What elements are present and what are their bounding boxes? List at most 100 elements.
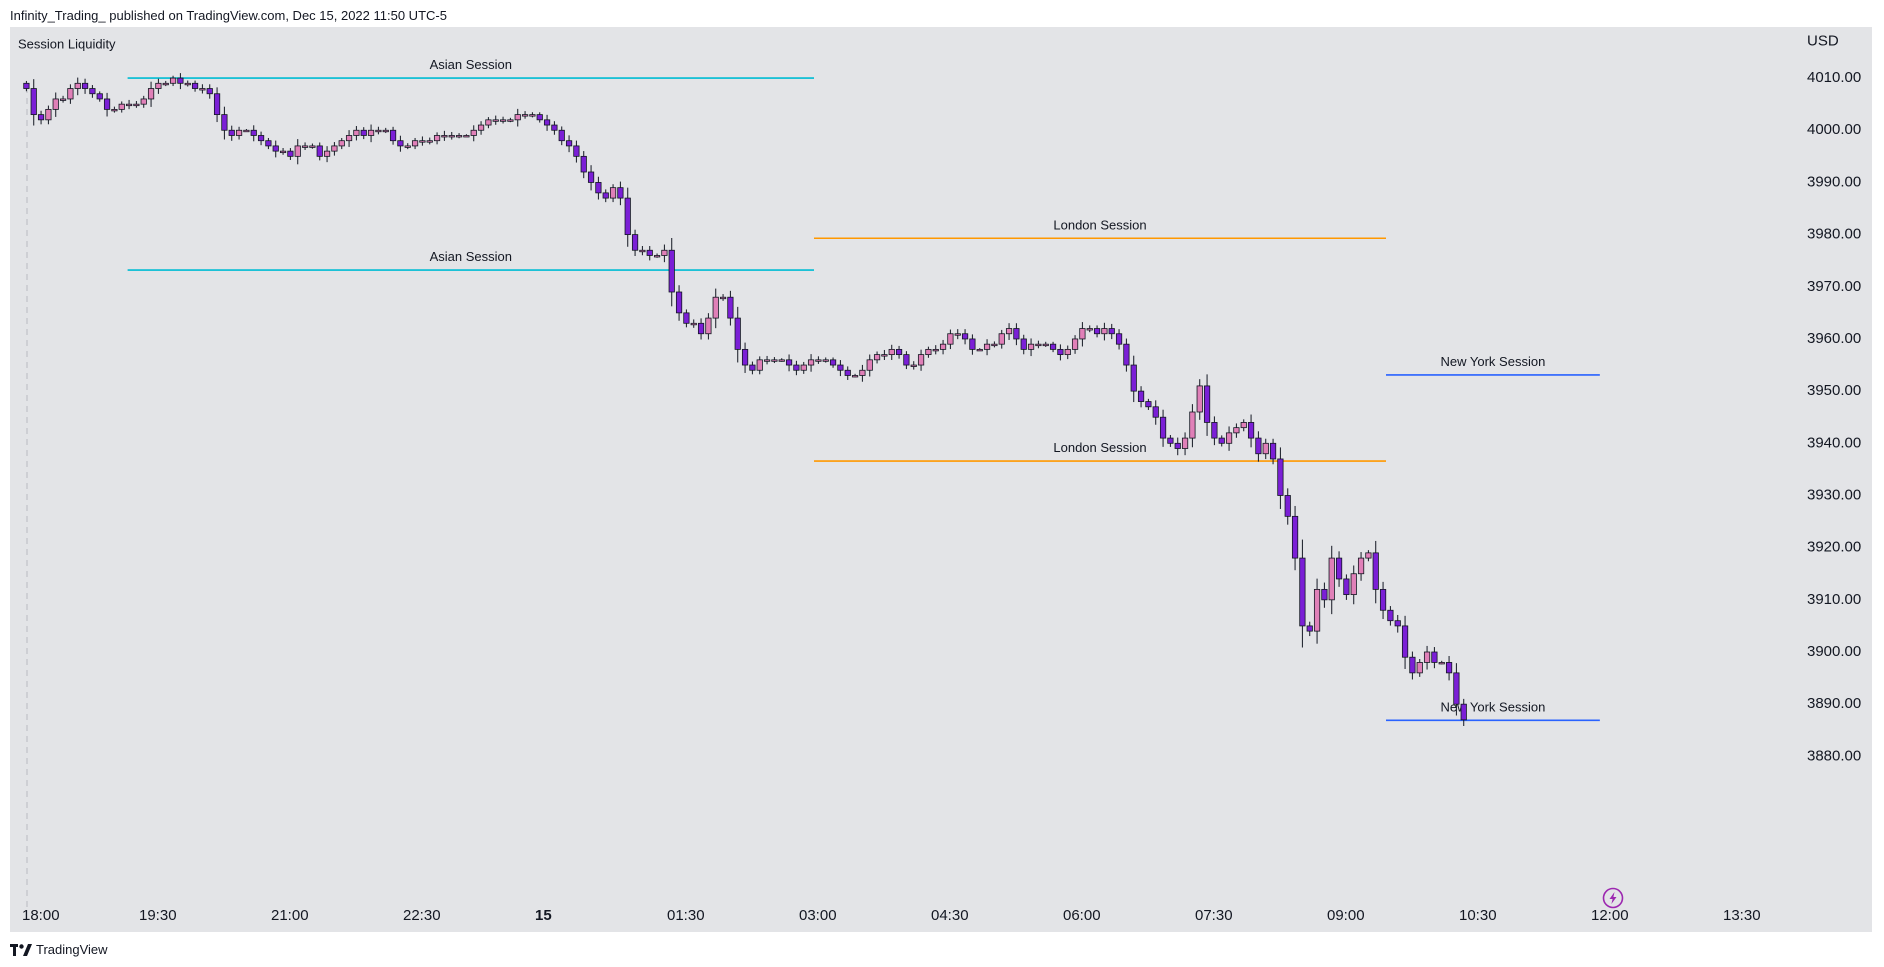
candle-body: [668, 249, 675, 293]
candle-body: [734, 317, 741, 350]
candle-body: [426, 140, 433, 143]
candle-body: [250, 129, 257, 136]
candle-body: [213, 93, 221, 116]
candle-body: [1394, 620, 1401, 627]
candle-body: [1225, 432, 1233, 444]
candlestick-chart[interactable]: Session Liquidity USD Asian SessionAsian…: [10, 27, 1872, 932]
candle-body: [1401, 625, 1409, 658]
candle-body: [947, 333, 954, 345]
candle-body: [609, 187, 617, 199]
session-label: New York Session: [1441, 354, 1546, 369]
candle-body: [155, 82, 162, 89]
candle-body: [118, 103, 125, 110]
candle-body: [1013, 328, 1020, 340]
candle-body: [529, 114, 536, 117]
y-tick-label: 3880.00: [1807, 747, 1861, 764]
candle-body: [1372, 552, 1379, 590]
candle-body: [1350, 573, 1357, 596]
candle-body: [719, 296, 727, 300]
candle-body: [778, 359, 785, 362]
candle-body: [287, 150, 294, 157]
chart-frame[interactable]: [10, 27, 1872, 932]
candle-body: [998, 333, 1005, 345]
candle-body: [111, 108, 118, 112]
candle-body: [37, 114, 45, 121]
candle-body: [741, 348, 749, 366]
candle-body: [499, 119, 507, 122]
candle-body: [1071, 338, 1079, 350]
currency-label: USD: [1807, 32, 1839, 49]
candle-body: [23, 82, 30, 89]
candle-body: [756, 359, 763, 371]
candle-body: [81, 82, 89, 89]
candle-body: [1284, 495, 1291, 517]
candle-body: [961, 333, 969, 340]
candle-body: [206, 88, 213, 95]
tradingview-branding[interactable]: TradingView: [10, 942, 108, 957]
candle-body: [59, 98, 67, 101]
candle-body: [983, 343, 991, 350]
candle-body: [345, 135, 353, 142]
y-tick-label: 3980.00: [1807, 226, 1861, 243]
candle-body: [851, 375, 859, 378]
candle-body: [1152, 406, 1159, 418]
candle-body: [382, 129, 389, 133]
x-axis: 18:00 19:30 21:00 22:30 15 01:30 03:00 04:30 06:…: [22, 907, 1761, 924]
candle-body: [272, 145, 279, 152]
candle-body: [1020, 338, 1027, 350]
session-lines: Asian Session Asian Session London Session…: [127, 57, 1600, 722]
candle-body: [815, 359, 822, 362]
candle-body: [74, 82, 81, 89]
candle-body: [353, 129, 360, 136]
candle-body: [375, 129, 382, 133]
candle-body: [1387, 609, 1394, 622]
candle-body: [1291, 515, 1299, 559]
candle-body: [419, 140, 426, 143]
candle-body: [624, 197, 631, 236]
x-tick-label: 15: [535, 907, 552, 924]
session-label: London Session: [1053, 440, 1146, 455]
candle-body: [1299, 557, 1306, 627]
lightning-icon[interactable]: [1602, 887, 1624, 909]
candle-body: [191, 82, 199, 89]
candle-body: [1079, 328, 1086, 340]
session-label: Asian Session: [430, 249, 512, 264]
candle-body: [199, 88, 206, 91]
candle-body: [492, 119, 499, 122]
candle-body: [1145, 401, 1152, 408]
candle-body: [543, 119, 551, 126]
candle-body: [177, 77, 184, 84]
candle-body: [1101, 328, 1108, 335]
candle-body: [859, 369, 866, 376]
candle-body: [895, 348, 903, 356]
candle-body: [749, 364, 756, 371]
candle-body: [1453, 672, 1460, 705]
candle-body: [1240, 422, 1247, 429]
candle-body: [617, 187, 624, 199]
candle-body: [404, 145, 411, 148]
candle-body: [683, 312, 690, 324]
candle-body: [1203, 385, 1211, 423]
candle-body: [103, 98, 111, 110]
candle-body: [1042, 343, 1049, 347]
candle-body: [1189, 411, 1196, 439]
candle-body: [235, 129, 243, 136]
x-tick-label: 13:30: [1723, 907, 1761, 924]
candle-body: [463, 135, 470, 138]
candle-body: [1167, 437, 1174, 444]
candle-body: [360, 129, 367, 136]
candle-body: [910, 364, 917, 367]
candle-body: [1335, 557, 1343, 580]
candle-body: [1343, 578, 1350, 596]
candle-body: [903, 354, 910, 366]
candle-body: [646, 249, 653, 256]
candle-body: [763, 359, 771, 362]
candle-body: [558, 129, 565, 142]
candle-body: [140, 98, 147, 105]
candle-body: [1277, 458, 1284, 496]
candle-body: [243, 129, 250, 133]
y-tick-label: 3990.00: [1807, 173, 1861, 190]
y-tick-label: 3950.00: [1807, 382, 1861, 399]
candle-body: [1445, 662, 1453, 674]
candle-body: [309, 145, 316, 148]
